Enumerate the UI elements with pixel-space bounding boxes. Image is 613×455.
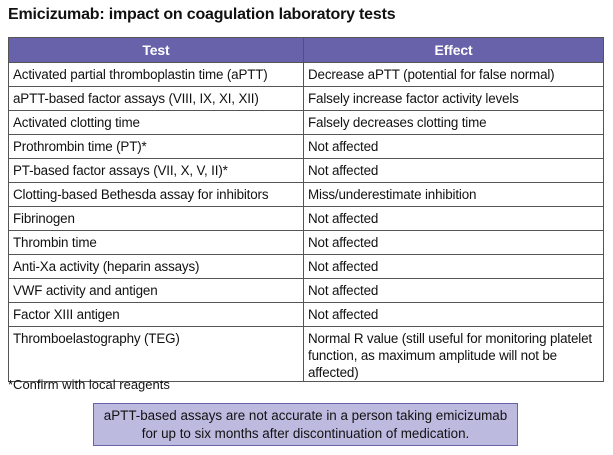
header-test: Test [8, 37, 304, 63]
table-row: VWF activity and antigen Not affected [8, 278, 604, 303]
table-row: Clotting-based Bethesda assay for inhibi… [8, 182, 604, 207]
table-row: aPTT-based factor assays (VIII, IX, XI, … [8, 86, 604, 111]
effect-cell: Falsely decreases clotting time [303, 110, 604, 135]
test-cell: Clotting-based Bethesda assay for inhibi… [8, 182, 304, 207]
effect-cell: Falsely increase factor activity levels [303, 86, 604, 111]
test-cell: Anti-Xa activity (heparin assays) [8, 254, 304, 279]
effect-cell: Not affected [303, 134, 604, 159]
table-row: Thromboelastography (TEG) Normal R value… [8, 326, 604, 382]
test-cell: Fibrinogen [8, 206, 304, 231]
test-cell: VWF activity and antigen [8, 278, 304, 303]
test-cell: Factor XIII antigen [8, 302, 304, 327]
note-line-1: aPTT-based assays are not accurate in a … [103, 408, 508, 423]
test-cell: aPTT-based factor assays (VIII, IX, XI, … [8, 86, 304, 111]
test-cell: Activated partial thromboplastin time (a… [8, 62, 304, 87]
test-cell: Activated clotting time [8, 110, 304, 135]
table-row: Anti-Xa activity (heparin assays) Not af… [8, 254, 604, 279]
table-row: PT-based factor assays (VII, X, V, II)* … [8, 158, 604, 183]
test-cell: Thrombin time [8, 230, 304, 255]
note-box: aPTT-based assays are not accurate in a … [93, 403, 518, 446]
lab-tests-table: Test Effect Activated partial thrombopla… [8, 37, 604, 382]
table-row: Activated partial thromboplastin time (a… [8, 62, 604, 87]
table-header-row: Test Effect [8, 37, 604, 63]
table-row: Fibrinogen Not affected [8, 206, 604, 231]
header-effect: Effect [303, 37, 604, 63]
effect-cell: Not affected [303, 206, 604, 231]
effect-cell: Normal R value (still useful for monitor… [303, 326, 604, 382]
page-title: Emicizumab: impact on coagulation labora… [8, 6, 396, 23]
test-cell: Prothrombin time (PT)* [8, 134, 304, 159]
footnote: *Confirm with local reagents [8, 377, 170, 392]
test-cell: PT-based factor assays (VII, X, V, II)* [8, 158, 304, 183]
effect-cell: Decrease aPTT (potential for false norma… [303, 62, 604, 87]
table-row: Factor XIII antigen Not affected [8, 302, 604, 327]
table-row: Prothrombin time (PT)* Not affected [8, 134, 604, 159]
effect-cell: Not affected [303, 254, 604, 279]
table-row: Thrombin time Not affected [8, 230, 604, 255]
table-row: Activated clotting time Falsely decrease… [8, 110, 604, 135]
effect-cell: Not affected [303, 278, 604, 303]
note-line-2: for up to six months after discontinuati… [141, 426, 470, 441]
effect-cell: Miss/underestimate inhibition [303, 182, 604, 207]
effect-cell: Not affected [303, 230, 604, 255]
test-cell: Thromboelastography (TEG) [8, 326, 304, 382]
effect-cell: Not affected [303, 158, 604, 183]
effect-cell: Not affected [303, 302, 604, 327]
